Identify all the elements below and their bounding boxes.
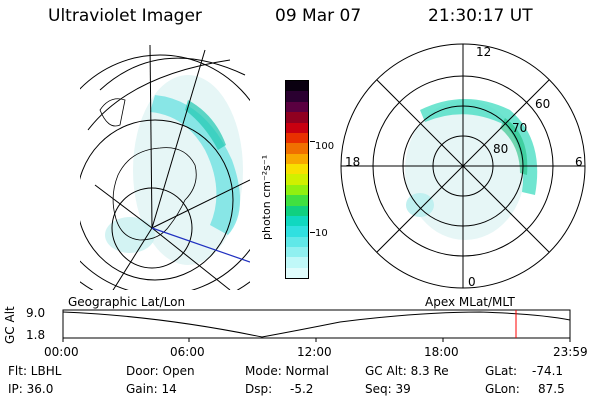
apex-panel-label: Apex MLat/MLT	[425, 295, 515, 309]
aurora-oval-bright	[150, 95, 241, 235]
colorbar-segment	[286, 247, 308, 258]
gc-alt-label: GC Alt: 8.3 Re	[365, 364, 449, 378]
polar-aurora-glow	[405, 100, 525, 240]
glat-value: -74.1	[532, 364, 564, 378]
colorbar	[285, 80, 309, 279]
polar-aurora-peak	[500, 118, 528, 175]
colorbar-segment	[286, 267, 308, 279]
colorbar-segment	[286, 101, 308, 113]
polar-diagonal-2	[376, 79, 550, 253]
glon-label: GLon:	[485, 382, 520, 396]
aurora-oval-peak	[185, 100, 226, 150]
colorbar-segment	[286, 91, 308, 102]
colorbar-label-100: 100	[315, 141, 335, 152]
x-tick-2359: 23:59	[553, 345, 588, 359]
gain-label: Gain: 14	[126, 382, 177, 396]
altitude-curve	[62, 311, 571, 338]
mlat-label-60: 60	[535, 97, 551, 111]
mlat-label-80: 80	[493, 142, 509, 156]
colorbar-segment	[286, 153, 308, 164]
date-label: 09 Mar 07	[275, 6, 362, 26]
dsp-label: Dsp:	[245, 382, 273, 396]
altitude-plot-frame	[62, 309, 571, 339]
colorbar-segment	[286, 143, 308, 154]
colorbar-segment	[286, 205, 308, 216]
colorbar-segment	[286, 132, 308, 144]
altitude-y-top: 9.0	[26, 306, 46, 320]
geographic-panel-label: Geographic Lat/Lon	[68, 295, 186, 309]
altitude-y-bottom: 1.8	[26, 328, 46, 342]
colorbar-label-10: 10	[315, 228, 328, 239]
mlat-label-70: 70	[512, 121, 528, 135]
mlt-label-0: 0	[468, 275, 476, 289]
colorbar-segment	[286, 164, 308, 175]
ip-label: IP: 36.0	[8, 382, 54, 396]
instrument-title: Ultraviolet Imager	[48, 6, 202, 26]
colorbar-segment	[286, 112, 308, 123]
altitude-x-ticks	[62, 338, 571, 342]
x-tick-0000: 00:00	[44, 345, 79, 359]
colorbar-segment	[286, 122, 308, 133]
continent-outline	[112, 147, 197, 241]
terminator-line	[151, 227, 250, 263]
mlt-label-18: 18	[345, 155, 361, 169]
mlt-label-6: 6	[575, 155, 583, 169]
colorbar-tick-10	[310, 232, 315, 233]
x-tick-0600: 06:00	[170, 345, 205, 359]
colorbar-segment	[286, 174, 308, 185]
colorbar-segment	[286, 257, 308, 268]
colorbar-segment	[286, 226, 308, 237]
colorbar-segment	[286, 184, 308, 196]
colorbar-segment	[286, 81, 308, 92]
mode-label: Mode: Normal	[245, 364, 329, 378]
dsp-value: -5.2	[290, 382, 314, 396]
glat-label: GLat:	[485, 364, 518, 378]
colorbar-segment	[286, 195, 308, 206]
colorbar-segment	[286, 236, 308, 247]
door-label: Door: Open	[126, 364, 195, 378]
time-label: 21:30:17 UT	[428, 6, 533, 26]
glon-value: 87.5	[538, 382, 565, 396]
lat-lon-grid	[80, 44, 250, 290]
seq-label: Seq: 39	[365, 382, 411, 396]
x-tick-1800: 18:00	[424, 345, 459, 359]
mlt-label-12: 12	[476, 45, 492, 59]
filter-label: Flt: LBHL	[8, 364, 62, 378]
colorbar-segment	[286, 215, 308, 227]
colorbar-tick-100	[310, 141, 315, 142]
coast-outline	[99, 98, 126, 127]
x-tick-1200: 12:00	[297, 345, 332, 359]
